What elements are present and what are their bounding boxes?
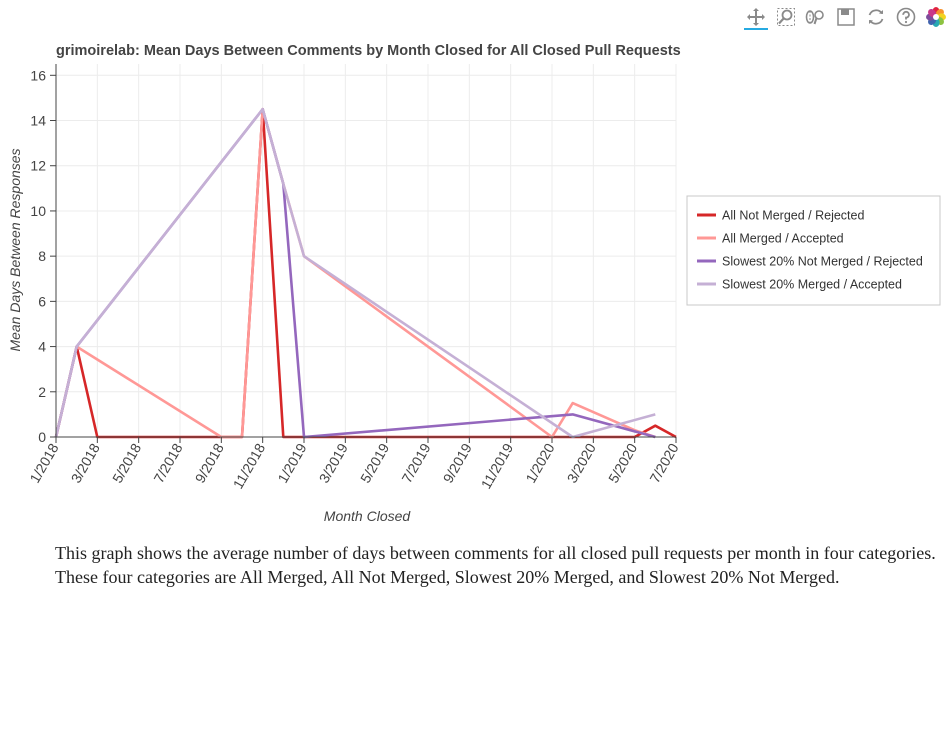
plot-area[interactable] xyxy=(56,64,676,437)
pan-icon xyxy=(747,8,765,26)
bokeh-logo-link[interactable] xyxy=(924,4,948,30)
x-tick-label: 1/2019 xyxy=(274,440,309,485)
y-tick-label: 12 xyxy=(30,158,46,174)
x-tick-label: 7/2018 xyxy=(150,440,185,485)
pan-tool-button[interactable] xyxy=(744,4,768,30)
legend-label: Slowest 20% Not Merged / Rejected xyxy=(722,255,923,269)
legend-label: Slowest 20% Merged / Accepted xyxy=(722,278,902,292)
help-icon xyxy=(896,7,916,27)
legend: All Not Merged / Rejected All Merged / Ac… xyxy=(686,195,941,306)
y-tick-label: 14 xyxy=(30,113,46,129)
x-tick-label: 5/2020 xyxy=(605,440,640,485)
x-tick-label: 3/2019 xyxy=(316,440,351,485)
chart-title: grimoirelab: Mean Days Between Comments … xyxy=(56,43,681,59)
y-tick-label: 10 xyxy=(30,203,46,219)
x-tick-label: 11/2019 xyxy=(478,440,517,491)
x-tick-label: 1/2020 xyxy=(522,440,557,485)
y-tick-label: 8 xyxy=(38,248,46,264)
chart-toolbar xyxy=(744,2,948,32)
box-zoom-icon xyxy=(777,8,795,26)
wheel-zoom-tool-button[interactable] xyxy=(804,4,828,30)
reset-tool-button[interactable] xyxy=(864,4,888,30)
x-tick-label: 3/2018 xyxy=(68,440,103,485)
chart: grimoirelab: Mean Days Between Comments … xyxy=(7,43,941,524)
x-tick-label: 1/2018 xyxy=(26,440,61,485)
y-axis-label: Mean Days Between Responses xyxy=(7,148,23,351)
x-tick-label: 7/2020 xyxy=(646,440,681,485)
y-tick-label: 16 xyxy=(30,67,46,83)
help-tool-button[interactable] xyxy=(894,4,918,30)
axes xyxy=(55,64,676,438)
legend-label: All Not Merged / Rejected xyxy=(722,209,864,223)
x-tick-label: 9/2019 xyxy=(440,440,475,485)
x-tick-label: 11/2018 xyxy=(230,440,269,491)
legend-item: Slowest 20% Merged / Accepted xyxy=(697,278,902,292)
x-tick-label: 5/2018 xyxy=(109,440,144,485)
chart-description: This graph shows the average number of d… xyxy=(55,543,936,587)
x-axis-ticks: 1/2018 3/2018 5/2018 7/2018 9/2018 11/2018 1/2… xyxy=(26,437,682,491)
box-zoom-tool-button[interactable] xyxy=(774,4,798,30)
legend-item: Slowest 20% Not Merged / Rejected xyxy=(697,255,923,269)
y-tick-label: 0 xyxy=(38,429,46,445)
x-tick-label: 9/2018 xyxy=(192,440,227,485)
x-tick-label: 5/2019 xyxy=(357,440,392,485)
wheel-zoom-icon xyxy=(805,10,824,25)
reset-icon xyxy=(868,9,884,25)
x-tick-label: 3/2020 xyxy=(564,440,599,485)
legend-item: All Not Merged / Rejected xyxy=(697,209,864,223)
legend-box xyxy=(686,195,941,306)
x-tick-label: 7/2019 xyxy=(398,440,433,485)
y-axis-ticks: 0 2 4 6 8 10 12 14 16 xyxy=(30,67,56,445)
legend-label: All Merged / Accepted xyxy=(722,232,844,246)
legend-item: All Merged / Accepted xyxy=(697,232,844,246)
y-tick-label: 4 xyxy=(38,339,46,355)
save-icon xyxy=(837,8,855,26)
y-tick-label: 6 xyxy=(38,293,46,309)
x-axis-label: Month Closed xyxy=(324,508,412,524)
y-tick-label: 2 xyxy=(38,384,46,400)
save-tool-button[interactable] xyxy=(834,4,858,30)
bokeh-logo-icon xyxy=(926,7,946,27)
